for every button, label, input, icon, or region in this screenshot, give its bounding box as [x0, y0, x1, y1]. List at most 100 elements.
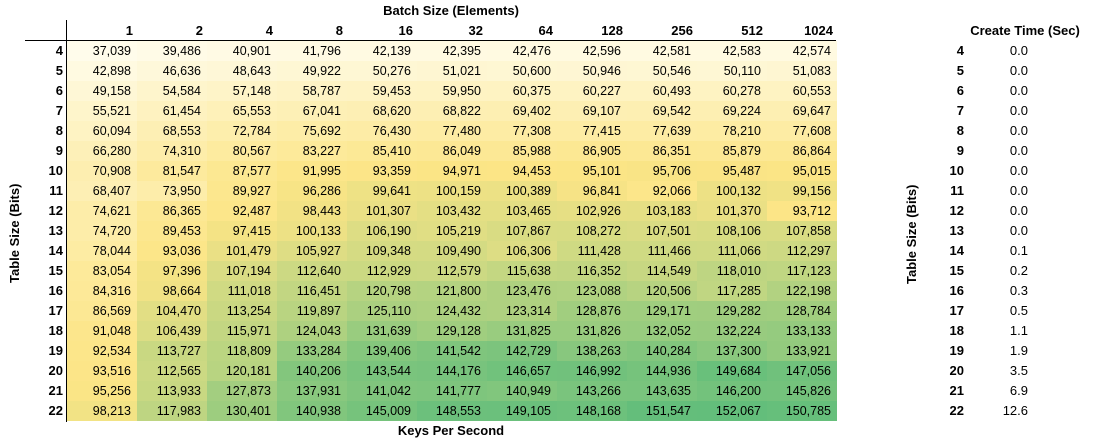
row-header-cell: 7	[55, 103, 63, 118]
heatmap-cell: 39,486	[137, 41, 207, 61]
heatmap-cell: 66,280	[67, 141, 137, 161]
table-row: 11 68,407 73,950 89,927 96,286 99,641 100,159 1…	[25, 181, 837, 201]
heatmap-cell: 123,088	[557, 281, 627, 301]
create-time-value: 0.0	[1009, 163, 1028, 178]
create-time-row-header: 19	[949, 343, 964, 358]
heatmap-cell: 140,938	[277, 401, 347, 421]
column-header-divider	[25, 40, 836, 41]
create-time-row-header: 8	[956, 123, 964, 138]
heatmap-cell: 104,470	[137, 301, 207, 321]
heatmap-cell: 120,798	[347, 281, 417, 301]
column-header-cell: 32	[468, 23, 483, 38]
heatmap-cell: 50,600	[487, 61, 557, 81]
table-row: 6 49,158 54,584 57,148 58,787 59,453 59,950 60,…	[25, 81, 837, 101]
heatmap-cell: 146,657	[487, 361, 557, 381]
heatmap-cell: 108,106	[697, 221, 767, 241]
row-header-cell: 6	[55, 83, 63, 98]
column-header-cell: 128	[601, 23, 623, 38]
heatmap-cell: 123,476	[487, 281, 557, 301]
row-header-cell: 16	[48, 283, 63, 298]
heatmap-cell: 114,549	[627, 261, 697, 281]
heatmap-cell: 143,266	[557, 381, 627, 401]
create-time-row: 7 0.0	[936, 101, 1028, 121]
heatmap-cell: 69,542	[627, 101, 697, 121]
heatmap-cell: 42,476	[487, 41, 557, 61]
keys-per-second-table: Batch Size (Elements) Table Size (Bits) …	[7, 3, 837, 438]
heatmap-cell: 111,428	[557, 241, 627, 261]
heatmap-cell: 77,608	[767, 121, 837, 141]
heatmap-cell: 81,547	[137, 161, 207, 181]
heatmap-cell: 145,009	[347, 401, 417, 421]
create-time-row: 6 0.0	[936, 81, 1028, 101]
column-header-cell: 16	[398, 23, 413, 38]
heatmap-cell: 99,641	[347, 181, 417, 201]
create-time-row: 20 3.5	[936, 361, 1028, 381]
heatmap-cell: 93,036	[137, 241, 207, 261]
create-time-value: 0.2	[1009, 263, 1028, 278]
create-time-row-header: 10	[949, 163, 964, 178]
row-header-cell: 17	[48, 303, 63, 318]
heatmap-cell: 77,308	[487, 121, 557, 141]
heatmap-cell: 78,210	[697, 121, 767, 141]
heatmap-cell: 131,826	[557, 321, 627, 341]
row-header-cell: 18	[48, 323, 63, 338]
table-row: 13 74,720 89,453 97,415 100,133 106,190 105,21…	[25, 221, 837, 241]
heatmap-cell: 133,921	[767, 341, 837, 361]
heatmap-cell: 42,898	[67, 61, 137, 81]
row-header-cell: 10	[48, 163, 63, 178]
heatmap-cell: 150,785	[767, 401, 837, 421]
heatmap-cell: 98,664	[137, 281, 207, 301]
create-time-value: 0.1	[1009, 243, 1028, 258]
heatmap-cell: 108,272	[557, 221, 627, 241]
create-time-value: 0.0	[1009, 43, 1028, 58]
heatmap-cell: 141,042	[347, 381, 417, 401]
table-row: 4 37,039 39,486 40,901 41,796 42,139 42,395 42,…	[25, 41, 837, 61]
create-time-row: 11 0.0	[936, 181, 1028, 201]
heatmap-cell: 133,284	[277, 341, 347, 361]
heatmap-cell: 98,443	[277, 201, 347, 221]
table-row: 10 70,908 81,547 87,577 91,995 93,359 94,971 94…	[25, 161, 837, 181]
heatmap-cell: 42,395	[417, 41, 487, 61]
heatmap-cell: 113,933	[137, 381, 207, 401]
heatmap-cell: 140,949	[487, 381, 557, 401]
heatmap-cell: 86,569	[67, 301, 137, 321]
heatmap-cell: 102,926	[557, 201, 627, 221]
heatmap-cell: 74,621	[67, 201, 137, 221]
heatmap-cell: 117,123	[767, 261, 837, 281]
heatmap-cell: 115,971	[207, 321, 277, 341]
heatmap-cell: 149,684	[697, 361, 767, 381]
heatmap-cell: 86,365	[137, 201, 207, 221]
heatmap-cell: 75,692	[277, 121, 347, 141]
create-time-value: 1.1	[1009, 323, 1028, 338]
heatmap-cell: 55,521	[67, 101, 137, 121]
row-header-cell: 22	[48, 403, 63, 418]
heatmap-cell: 86,351	[627, 141, 697, 161]
heatmap-cell: 118,809	[207, 341, 277, 361]
row-header-cell: 4	[55, 43, 63, 58]
heatmap-cell: 106,190	[347, 221, 417, 241]
table-row: 9 66,280 74,310 80,567 83,227 85,410 86,049 85,…	[25, 141, 837, 161]
heatmap-cell: 93,359	[347, 161, 417, 181]
heatmap-cell: 77,639	[627, 121, 697, 141]
heatmap-cell: 40,901	[207, 41, 277, 61]
create-time-value: 0.0	[1009, 143, 1028, 158]
table-row: 19 92,534 113,727 118,809 133,284 139,406 141,…	[25, 341, 837, 361]
column-header-cell: 64	[538, 23, 553, 38]
heatmap-cell: 148,553	[417, 401, 487, 421]
heatmap-cell: 60,278	[697, 81, 767, 101]
create-time-row: 5 0.0	[936, 61, 1028, 81]
heatmap-cell: 48,643	[207, 61, 277, 81]
table-row: 18 91,048 106,439 115,971 124,043 131,639 129,…	[25, 321, 837, 341]
create-time-value: 0.0	[1009, 223, 1028, 238]
create-time-value: 0.3	[1009, 283, 1028, 298]
create-time-row-header: 4	[956, 43, 964, 58]
heatmap-cell: 51,083	[767, 61, 837, 81]
heatmap-cell: 84,316	[67, 281, 137, 301]
heatmap-cell: 152,067	[697, 401, 767, 421]
heatmap-cell: 96,841	[557, 181, 627, 201]
heatmap-cell: 131,825	[487, 321, 557, 341]
row-header-cell: 19	[48, 343, 63, 358]
heatmap-cell: 123,314	[487, 301, 557, 321]
table-row: 8 60,094 68,553 72,784 75,692 76,430 77,480 77,…	[25, 121, 837, 141]
create-time-row-header: 18	[949, 323, 964, 338]
